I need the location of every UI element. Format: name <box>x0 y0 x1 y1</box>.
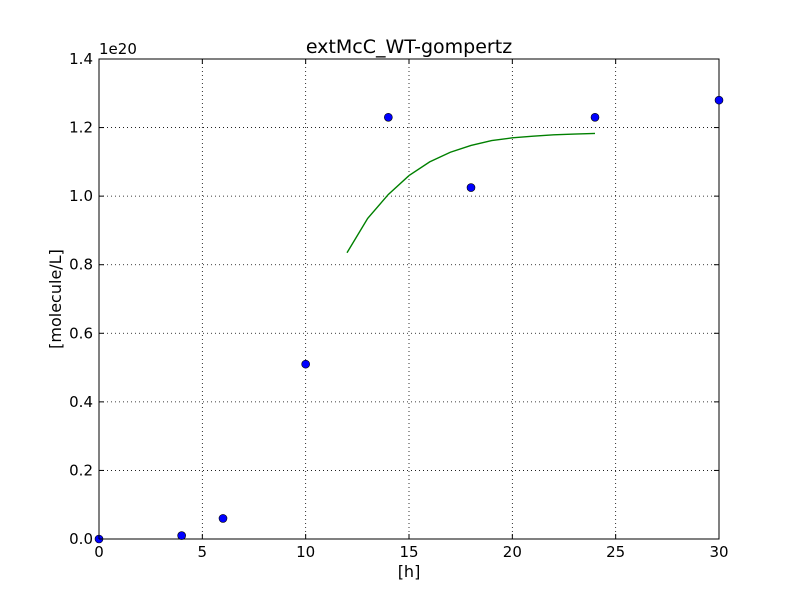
grid <box>99 59 719 539</box>
x-tick-label: 10 <box>296 543 315 561</box>
fit-curve-line <box>346 132 596 254</box>
y-tick-label: 0.8 <box>69 256 93 274</box>
x-axis-label: [h] <box>398 562 421 581</box>
chart-title: extMcC_WT-gompertz <box>306 36 512 58</box>
x-tick-label: 5 <box>198 543 208 561</box>
data-point <box>218 514 228 523</box>
y-tick-label: 1.4 <box>69 50 93 68</box>
data-point <box>177 531 186 540</box>
x-tick-label: 25 <box>606 543 625 561</box>
data-point <box>714 95 724 105</box>
x-tick-label: 0 <box>94 543 104 561</box>
y-tick-label: 0.0 <box>69 530 93 548</box>
series <box>94 95 724 544</box>
ticks: 0 5 10 15 20 25 30 0.0 0.2 0.4 0.6 0.8 1.0 1.2 1.4 <box>69 50 728 561</box>
y-tick-label: 0.4 <box>69 393 93 411</box>
x-tick-label: 15 <box>399 543 418 561</box>
y-tick-label: 0.2 <box>69 461 93 479</box>
data-point <box>384 112 393 122</box>
y-offset-label: 1e20 <box>99 40 137 58</box>
x-tick-label: 20 <box>503 543 522 561</box>
data-point <box>590 112 600 122</box>
x-tick-label: 30 <box>709 543 728 561</box>
y-axis-label: [molecule/L] <box>46 249 65 349</box>
data-point <box>301 359 310 369</box>
y-tick-label: 1.0 <box>69 187 93 205</box>
data-point <box>466 183 476 192</box>
y-tick-label: 1.2 <box>69 119 93 137</box>
y-tick-label: 0.6 <box>69 324 93 342</box>
